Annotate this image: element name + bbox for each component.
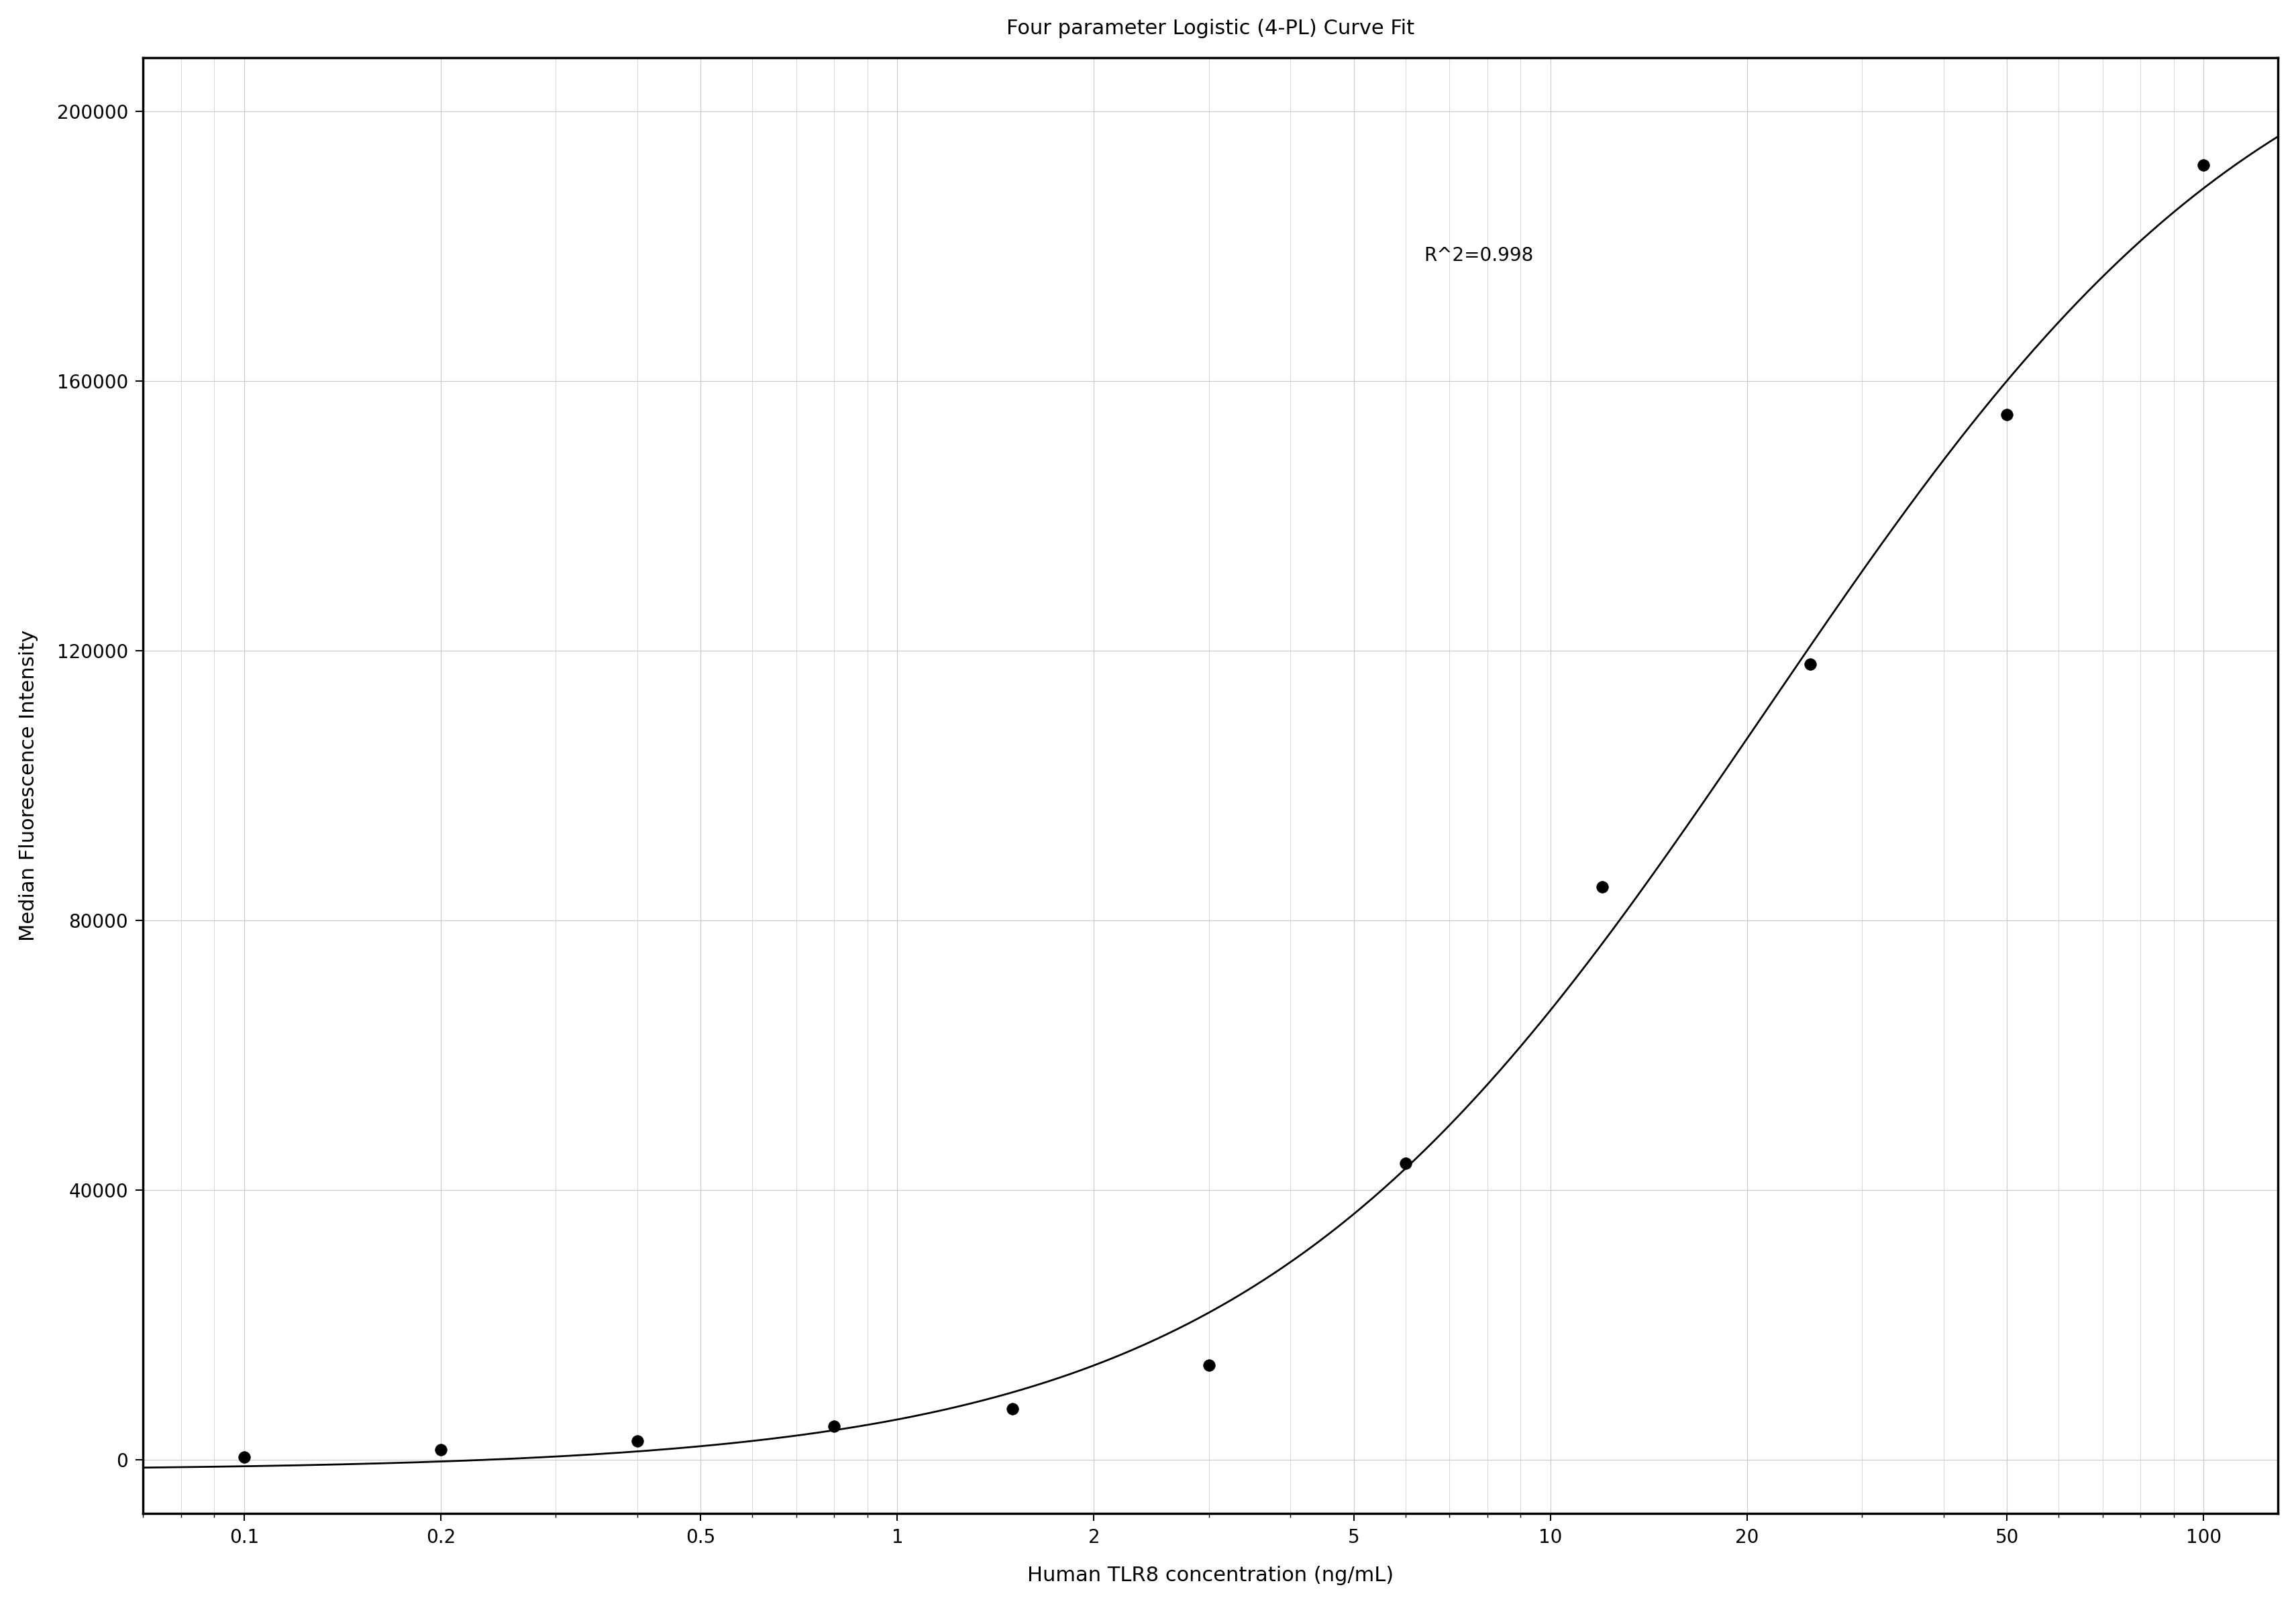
Title: Four parameter Logistic (4-PL) Curve Fit: Four parameter Logistic (4-PL) Curve Fit (1006, 19, 1414, 38)
Y-axis label: Median Fluorescence Intensity: Median Fluorescence Intensity (18, 630, 39, 942)
Point (815, 1413, 852, 1439)
Point (620, 1428, 657, 1453)
Point (1988, 403, 2025, 428)
Point (1387, 1150, 1424, 1176)
Text: R^2=0.998: R^2=0.998 (1424, 247, 1534, 265)
Point (422, 1437, 459, 1463)
Point (994, 1395, 1031, 1421)
Point (1791, 651, 1828, 677)
Point (2183, 152, 2220, 178)
Point (1189, 1352, 1226, 1378)
Point (225, 1444, 262, 1469)
Point (1584, 874, 1621, 900)
X-axis label: Human TLR8 concentration (ng/mL): Human TLR8 concentration (ng/mL) (1026, 1566, 1394, 1585)
